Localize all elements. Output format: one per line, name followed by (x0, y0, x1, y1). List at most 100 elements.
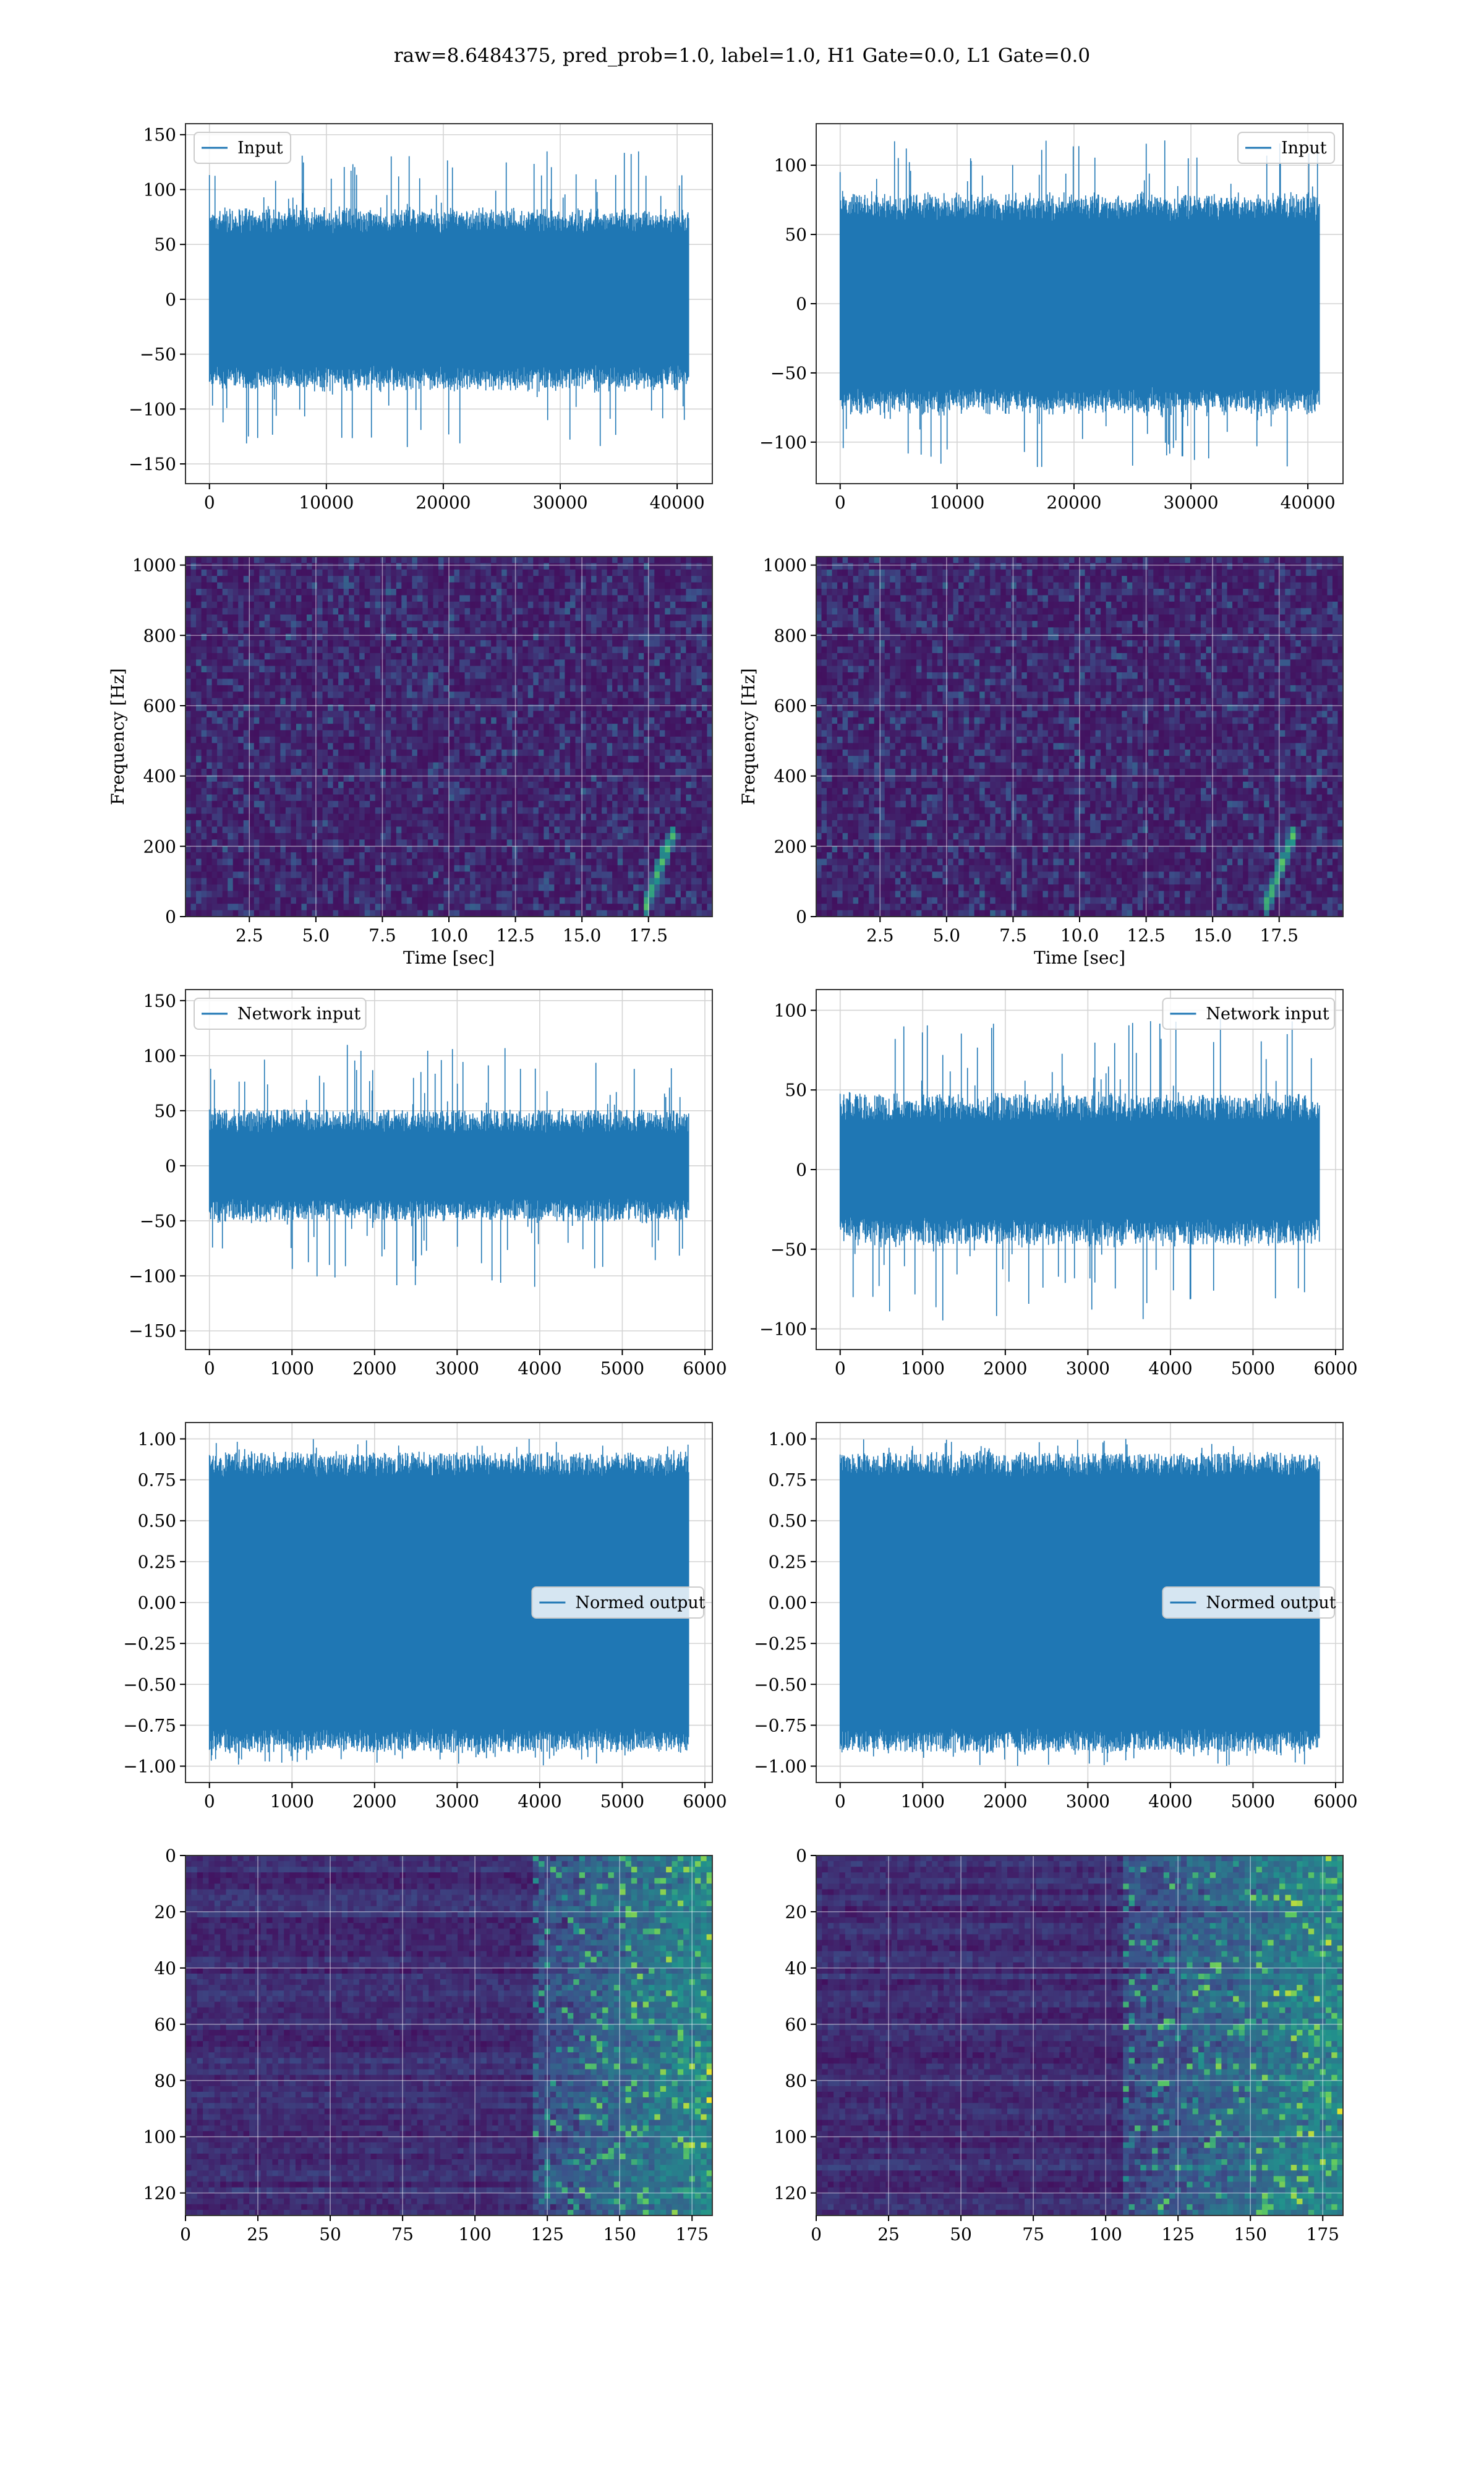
x-tick-label: 0 (835, 492, 846, 513)
y-tick-label: 100 (143, 1046, 176, 1066)
y-tick-label: 100 (143, 179, 176, 200)
x-tick-label: 17.5 (1260, 925, 1298, 946)
x-tick-label: 6000 (1313, 1791, 1357, 1812)
x-tick-label: 2000 (352, 1358, 396, 1379)
y-tick-label: 0 (165, 1156, 176, 1176)
y-tick-label: 0 (796, 1160, 807, 1180)
y-tick-label: −150 (129, 454, 176, 474)
y-tick-label: 0.00 (769, 1593, 807, 1613)
y-tick-label: −0.50 (754, 1674, 807, 1695)
y-tick-label: −0.50 (123, 1674, 176, 1695)
y-tick-label: 150 (143, 125, 176, 145)
x-tick-label: 3000 (435, 1358, 479, 1379)
y-tick-label: 1.00 (138, 1429, 176, 1449)
y-tick-label: 0 (165, 907, 176, 927)
y-tick-label: 150 (143, 991, 176, 1011)
panel-l1-spectrogram: 2.5 5.0 7.5 10.0 12.5 15.0 17.5020040060080010… (738, 555, 1344, 968)
y-tick-label: −50 (140, 1211, 176, 1231)
heatmap-cells (186, 1856, 713, 2216)
y-tick-label: 100 (774, 155, 807, 176)
y-tick-label: 0.75 (138, 1470, 176, 1491)
x-tick-label: 75 (391, 2224, 414, 2245)
legend: Normed output (532, 1587, 705, 1618)
x-tick-label: 0 (204, 492, 215, 513)
x-tick-label: 0 (835, 1358, 846, 1379)
x-tick-label: 10.0 (1060, 925, 1099, 946)
x-tick-label: 25 (247, 2224, 269, 2245)
x-tick-label: 2.5 (236, 925, 263, 946)
y-tick-label: −0.75 (123, 1715, 176, 1736)
x-tick-label: 6000 (683, 1791, 727, 1812)
x-tick-label: 5000 (600, 1791, 644, 1812)
x-tick-label: 12.5 (496, 925, 534, 946)
x-tick-label: 4000 (518, 1358, 561, 1379)
y-axis-label: Frequency [Hz] (738, 668, 759, 805)
y-tick-label: 400 (774, 766, 807, 787)
y-tick-label: 50 (154, 1101, 176, 1121)
y-tick-label: 100 (143, 2127, 176, 2147)
y-tick-label: 200 (774, 836, 807, 857)
x-tick-label: 2000 (983, 1791, 1027, 1812)
y-tick-label: 600 (774, 696, 807, 716)
y-tick-label: 20 (154, 1902, 176, 1922)
x-tick-label: 15.0 (1193, 925, 1232, 946)
y-tick-label: 0.50 (138, 1511, 176, 1531)
y-tick-label: 50 (785, 225, 807, 245)
x-tick-label: 4000 (1148, 1791, 1192, 1812)
y-tick-label: 50 (785, 1080, 807, 1100)
x-tick-label: 20000 (416, 492, 471, 513)
y-tick-label: 0.25 (138, 1552, 176, 1572)
x-tick-label: 2.5 (866, 925, 894, 946)
x-tick-label: 175 (1307, 2224, 1339, 2245)
y-tick-label: 40 (154, 1958, 176, 1979)
legend-label: Input (237, 139, 283, 158)
y-tick-label: 1000 (132, 555, 176, 576)
y-tick-label: 0 (796, 907, 807, 927)
y-tick-label: 800 (143, 625, 176, 646)
x-tick-label: 125 (1161, 2224, 1194, 2245)
legend: Input (1238, 132, 1334, 163)
y-tick-label: 0 (165, 1846, 176, 1866)
y-tick-label: 0.50 (769, 1511, 807, 1531)
y-tick-label: −50 (770, 1239, 807, 1260)
x-tick-label: 40000 (650, 492, 705, 513)
y-tick-label: 120 (143, 2183, 176, 2204)
y-tick-label: 20 (785, 1902, 807, 1922)
x-tick-label: 0 (204, 1791, 215, 1812)
legend: Network input (194, 998, 366, 1029)
y-tick-label: 80 (785, 2071, 807, 2091)
x-tick-label: 4000 (518, 1791, 561, 1812)
x-tick-label: 6000 (683, 1358, 727, 1379)
x-tick-label: 1000 (270, 1358, 314, 1379)
y-tick-label: −50 (140, 345, 176, 365)
y-tick-label: −150 (129, 1321, 176, 1342)
y-tick-label: −50 (770, 363, 807, 383)
x-tick-label: 40000 (1281, 492, 1336, 513)
x-tick-label: 4000 (1148, 1358, 1192, 1379)
x-tick-label: 3000 (1066, 1791, 1110, 1812)
legend-label: Normed output (575, 1593, 705, 1612)
y-tick-label: 60 (154, 2014, 176, 2035)
x-tick-label: 2000 (352, 1791, 396, 1812)
x-tick-label: 5.0 (933, 925, 961, 946)
x-tick-label: 150 (1234, 2224, 1266, 2245)
y-tick-label: 0.00 (138, 1593, 176, 1613)
panel-h1-spectrogram: 2.5 5.0 7.5 10.0 12.5 15.0 17.5020040060080010… (108, 555, 713, 968)
y-tick-label: 100 (774, 1000, 807, 1021)
x-tick-label: 17.5 (629, 925, 668, 946)
legend-label: Network input (237, 1004, 360, 1024)
x-tick-label: 0 (811, 2224, 822, 2245)
y-tick-label: 100 (774, 2127, 807, 2147)
x-tick-label: 5000 (1231, 1358, 1275, 1379)
x-tick-label: 7.5 (999, 925, 1027, 946)
x-tick-label: 3000 (1066, 1358, 1110, 1379)
x-axis-label: Time [sec] (403, 948, 495, 968)
legend-label: Input (1281, 139, 1327, 158)
x-tick-label: 30000 (532, 492, 587, 513)
y-tick-label: 0.25 (769, 1552, 807, 1572)
x-tick-label: 3000 (435, 1791, 479, 1812)
y-tick-label: 0 (796, 1846, 807, 1866)
x-tick-label: 100 (458, 2224, 491, 2245)
